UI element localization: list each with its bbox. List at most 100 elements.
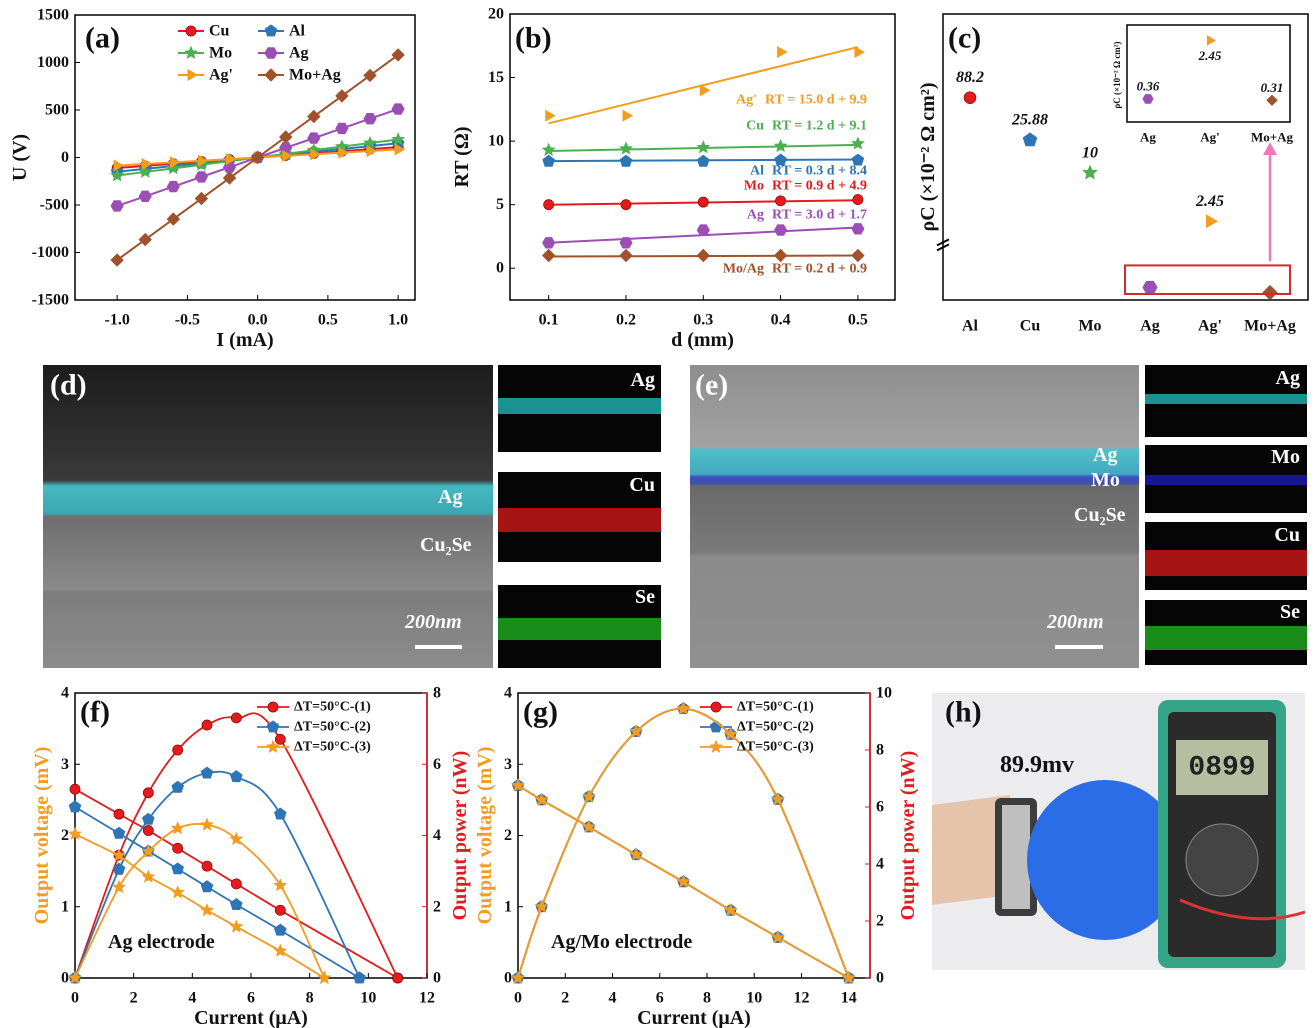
data-point [773, 248, 788, 263]
axis-break [936, 238, 950, 252]
power-point [841, 970, 856, 984]
voltage-line [74, 833, 325, 979]
data-point [696, 224, 710, 236]
x-tick-label: 0.3 [693, 312, 713, 329]
data-point [391, 48, 405, 62]
power-point [676, 701, 691, 715]
power-point [170, 821, 185, 835]
data-point [620, 199, 632, 211]
data-point [619, 141, 633, 155]
data-point [194, 191, 209, 206]
fit-label: RT = 0.9 d + 4.9 [772, 179, 867, 194]
voltage-point [629, 847, 644, 861]
data-point [169, 156, 181, 169]
data-label: 2.45 [1195, 193, 1224, 210]
voltage-point [534, 792, 549, 806]
legend-marker [266, 739, 280, 753]
x-tick-label: Al [962, 318, 979, 335]
legend-label: Ag' [209, 67, 233, 84]
legend-marker [185, 25, 197, 37]
legend-label: ΔT=50°C-(2) [294, 720, 371, 735]
x-tick-label: 12 [419, 990, 435, 1007]
data-point [222, 161, 237, 173]
panel-label: (a) [85, 22, 120, 55]
voltage-point [69, 783, 81, 795]
fit-label: RT = 15.0 d + 9.9 [765, 93, 867, 108]
x-tick-label: 2 [561, 990, 569, 1007]
x-tick-label: Ag' [1198, 318, 1222, 335]
legend-label: Ag [289, 45, 309, 62]
inset-data-label: 2.45 [1198, 48, 1222, 63]
data-point [335, 89, 349, 103]
fit-label: RT = 0.3 d + 8.4 [772, 164, 867, 179]
y-axis-label: Output voltage (mV) [31, 747, 53, 925]
power-point [141, 844, 156, 858]
y-tick-label: 2 [61, 827, 69, 844]
y-tick-label: 0 [496, 260, 504, 277]
data-point [394, 143, 406, 156]
data-point [338, 146, 349, 159]
voltage-point [200, 880, 214, 893]
panel-label: (h) [945, 696, 982, 729]
eds-band [498, 398, 661, 414]
voltage-point [113, 808, 125, 820]
inset-frame [1126, 24, 1291, 123]
data-point [851, 248, 865, 263]
eds-band [498, 618, 661, 640]
x-tick-label: 4 [608, 990, 616, 1007]
voltage-point [112, 826, 126, 839]
x-tick-label: Ag [1140, 318, 1160, 335]
plot-frame [942, 13, 1309, 301]
power-point [274, 733, 286, 745]
data-point [619, 154, 633, 167]
data-point [310, 148, 321, 161]
eds-band [1145, 475, 1307, 485]
data-point [1206, 214, 1218, 229]
x-axis-label: d (mm) [671, 329, 734, 351]
y2-tick-label: 8 [433, 685, 441, 702]
inset-tick-label: Mo+Ag [1251, 130, 1294, 145]
inset-point [1266, 94, 1278, 107]
data-point [279, 142, 293, 154]
data-point [110, 253, 124, 267]
data-point [542, 237, 556, 249]
data-point [141, 157, 153, 171]
power-point [317, 970, 332, 984]
y2-tick-label: 0 [433, 970, 441, 987]
legend-label: ΔT=50°C-(3) [737, 740, 814, 755]
legend-label: ΔT=50°C-(1) [737, 700, 814, 715]
y2-tick-label: 6 [876, 799, 884, 816]
data-point [774, 224, 788, 236]
voltage-point [723, 903, 738, 917]
x-tick-label: 0.0 [248, 312, 268, 329]
layer-label: Mo [1091, 469, 1120, 491]
y-axis-label: U (V) [9, 134, 31, 181]
data-point [851, 223, 865, 235]
data-point [697, 154, 710, 167]
data-point [194, 171, 208, 183]
data-point [775, 195, 786, 207]
inset-tick-label: Ag [1140, 130, 1156, 145]
data-point [852, 194, 864, 205]
legend-label: Mo [209, 45, 232, 62]
fit-line [548, 46, 859, 125]
y-tick-label: -500 [40, 197, 69, 214]
wrist-device-cells [1002, 805, 1030, 909]
inset-point [1207, 35, 1217, 46]
data-point [696, 140, 711, 154]
power-point [723, 727, 738, 741]
legend-label: Mo+Ag [289, 67, 341, 84]
x-tick-label: 2 [130, 990, 138, 1007]
power-point [353, 971, 366, 984]
y2-axis-label: Output power (nW) [897, 751, 919, 921]
sem-panel-e: (e) Ag Mo Cu₂Se 200nm Ag Mo Cu Se [690, 365, 1307, 668]
data-point [963, 91, 977, 104]
data-point [166, 160, 181, 175]
data-point [774, 153, 787, 166]
photo-panel-h: 0899 (h) 89.9mv [932, 693, 1306, 970]
voltage-line [74, 806, 360, 979]
y2-tick-label: 2 [433, 898, 441, 915]
voltage-point [274, 904, 286, 916]
